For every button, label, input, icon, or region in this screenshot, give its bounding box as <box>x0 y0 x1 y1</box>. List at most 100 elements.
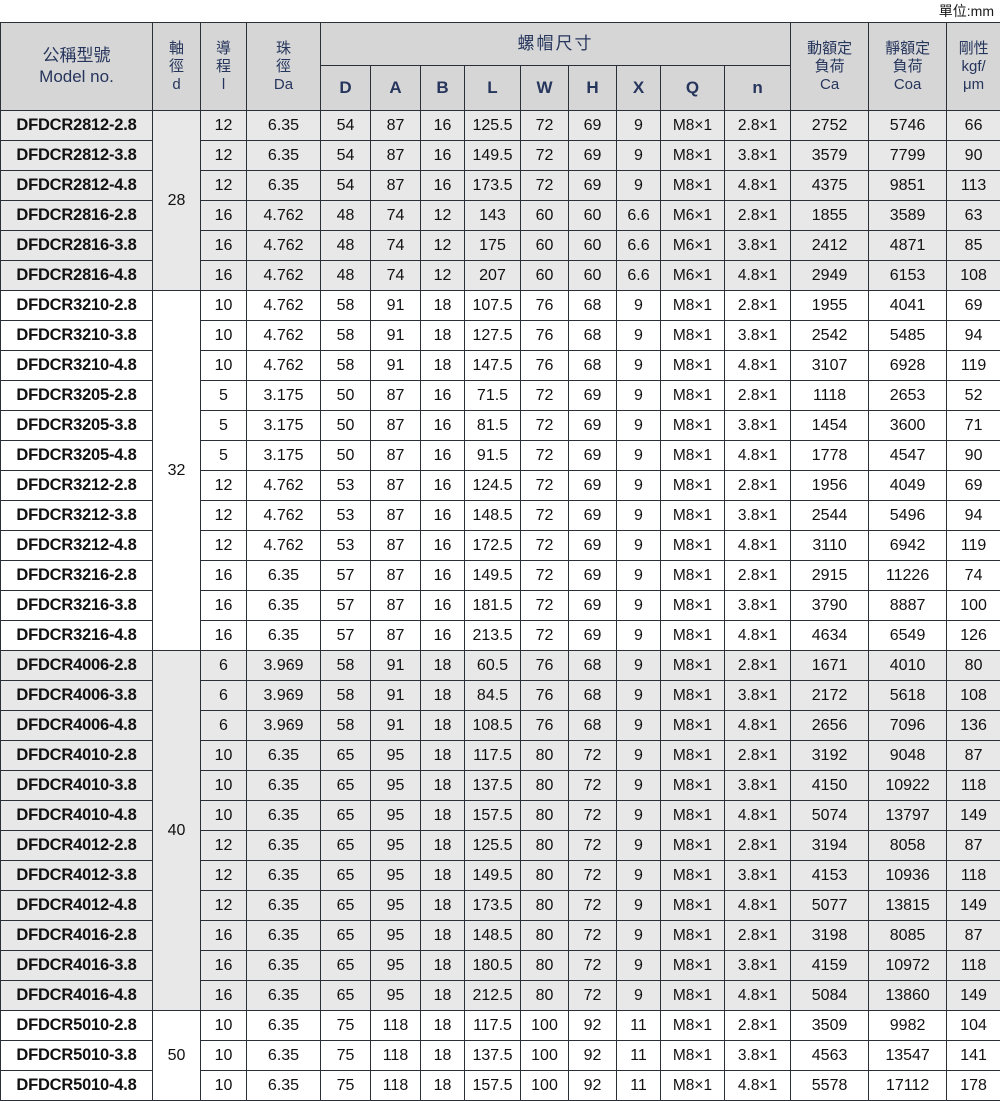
header-rigidity-l1: 剛性 <box>947 40 1000 58</box>
cell-model-no: DFDCR5010-3.8 <box>1 1041 153 1071</box>
cell-rig: 149 <box>947 891 1000 921</box>
header-lead: 導 程 l <box>201 23 247 111</box>
cell-model-no: DFDCR4006-4.8 <box>1 711 153 741</box>
cell-A: 87 <box>371 411 421 441</box>
cell-A: 87 <box>371 381 421 411</box>
cell-Coa: 10936 <box>869 861 947 891</box>
cell-model-no: DFDCR4006-3.8 <box>1 681 153 711</box>
cell-rig: 108 <box>947 261 1000 291</box>
cell-H: 72 <box>569 831 617 861</box>
cell-D: 50 <box>321 441 371 471</box>
cell-H: 69 <box>569 501 617 531</box>
header-lead-symbol: l <box>201 76 246 94</box>
cell-n: 4.8×1 <box>725 711 791 741</box>
cell-Q: M8×1 <box>661 501 725 531</box>
header-shaft-symbol: d <box>153 76 200 94</box>
cell-A: 87 <box>371 171 421 201</box>
cell-Da: 3.969 <box>247 651 321 681</box>
cell-Da: 6.35 <box>247 921 321 951</box>
cell-Ca: 3579 <box>791 141 869 171</box>
header-model-zh: 公稱型號 <box>1 46 152 66</box>
cell-D: 57 <box>321 561 371 591</box>
cell-H: 69 <box>569 381 617 411</box>
cell-Coa: 3589 <box>869 201 947 231</box>
cell-l: 16 <box>201 951 247 981</box>
cell-L: 148.5 <box>465 501 521 531</box>
cell-H: 69 <box>569 471 617 501</box>
cell-H: 69 <box>569 141 617 171</box>
cell-Q: M8×1 <box>661 1011 725 1041</box>
header-nut-dimensions-group: 螺帽尺寸 <box>321 23 791 66</box>
cell-Da: 6.35 <box>247 111 321 141</box>
cell-Da: 4.762 <box>247 231 321 261</box>
cell-H: 72 <box>569 981 617 1011</box>
cell-n: 4.8×1 <box>725 891 791 921</box>
header-nut-B: B <box>421 66 465 111</box>
cell-Ca: 2412 <box>791 231 869 261</box>
cell-rig: 85 <box>947 231 1000 261</box>
cell-model-no: DFDCR5010-2.8 <box>1 1011 153 1041</box>
header-ball-zh2: 徑 <box>247 58 320 76</box>
cell-l: 16 <box>201 921 247 951</box>
cell-X: 11 <box>617 1041 661 1071</box>
cell-Ca: 1778 <box>791 441 869 471</box>
cell-W: 80 <box>521 921 569 951</box>
cell-X: 6.6 <box>617 261 661 291</box>
cell-B: 18 <box>421 681 465 711</box>
cell-D: 54 <box>321 111 371 141</box>
cell-model-no: DFDCR4006-2.8 <box>1 651 153 681</box>
cell-X: 9 <box>617 411 661 441</box>
cell-Ca: 3107 <box>791 351 869 381</box>
cell-A: 118 <box>371 1071 421 1101</box>
cell-H: 92 <box>569 1011 617 1041</box>
header-row-1: 公稱型號 Model no. 軸 徑 d 導 程 l 珠 徑 Da <box>1 23 1000 66</box>
cell-rig: 126 <box>947 621 1000 651</box>
cell-A: 91 <box>371 681 421 711</box>
cell-D: 75 <box>321 1071 371 1101</box>
cell-L: 157.5 <box>465 1071 521 1101</box>
cell-Ca: 1454 <box>791 411 869 441</box>
spec-table-page: 單位:mm 公稱型號 Model no. 軸 徑 d 導 <box>0 0 1000 1070</box>
cell-B: 18 <box>421 951 465 981</box>
cell-D: 65 <box>321 921 371 951</box>
cell-X: 9 <box>617 891 661 921</box>
cell-l: 16 <box>201 981 247 1011</box>
cell-W: 80 <box>521 741 569 771</box>
cell-rig: 94 <box>947 501 1000 531</box>
cell-A: 95 <box>371 861 421 891</box>
cell-Q: M8×1 <box>661 861 725 891</box>
cell-W: 72 <box>521 561 569 591</box>
cell-model-no: DFDCR3205-2.8 <box>1 381 153 411</box>
cell-D: 75 <box>321 1041 371 1071</box>
cell-Da: 4.762 <box>247 201 321 231</box>
cell-rig: 63 <box>947 201 1000 231</box>
header-rigidity-l2: kgf/ <box>947 58 1000 76</box>
cell-model-no: DFDCR4016-2.8 <box>1 921 153 951</box>
cell-Ca: 3192 <box>791 741 869 771</box>
cell-n: 3.8×1 <box>725 1041 791 1071</box>
cell-A: 95 <box>371 741 421 771</box>
cell-W: 76 <box>521 291 569 321</box>
cell-Ca: 2542 <box>791 321 869 351</box>
cell-D: 48 <box>321 231 371 261</box>
cell-l: 5 <box>201 381 247 411</box>
cell-n: 4.8×1 <box>725 531 791 561</box>
cell-Coa: 9982 <box>869 1011 947 1041</box>
cell-l: 12 <box>201 861 247 891</box>
header-ball-symbol: Da <box>247 76 320 94</box>
cell-n: 2.8×1 <box>725 381 791 411</box>
cell-D: 54 <box>321 141 371 171</box>
cell-D: 65 <box>321 891 371 921</box>
cell-L: 91.5 <box>465 441 521 471</box>
header-static-load: 靜額定 負荷 Coa <box>869 23 947 111</box>
cell-L: 149.5 <box>465 861 521 891</box>
cell-n: 2.8×1 <box>725 201 791 231</box>
cell-X: 9 <box>617 531 661 561</box>
cell-rig: 90 <box>947 141 1000 171</box>
cell-shaft-diameter: 50 <box>153 1011 201 1101</box>
